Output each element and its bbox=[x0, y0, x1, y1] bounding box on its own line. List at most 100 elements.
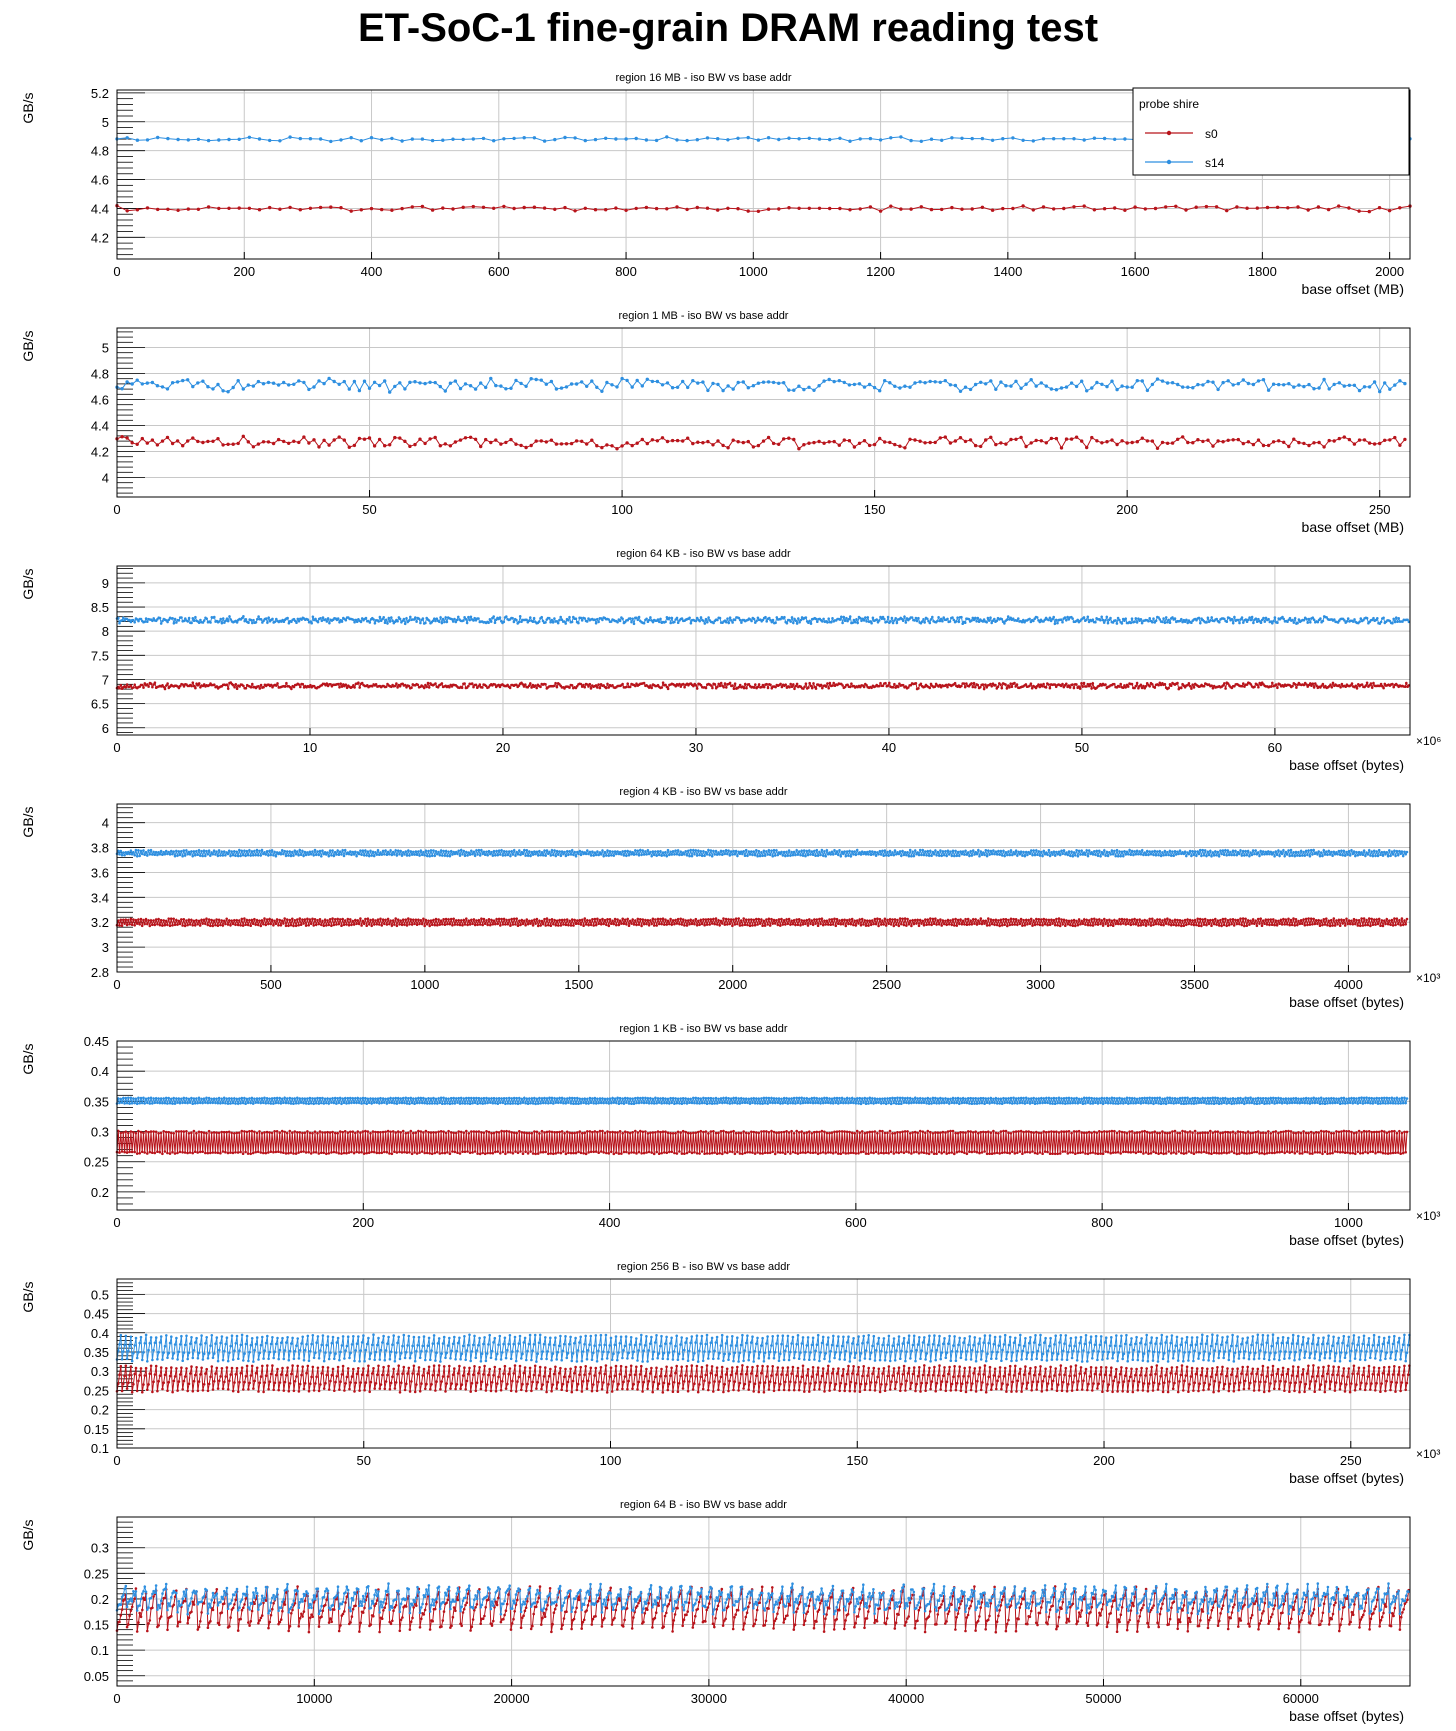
y-axis-label: GB/s bbox=[20, 92, 36, 123]
x-tick-label: 3500 bbox=[1180, 977, 1209, 992]
series-points-s14 bbox=[115, 848, 1409, 858]
x-tick-label: 600 bbox=[845, 1215, 867, 1230]
y-tick-label: 4 bbox=[102, 471, 109, 486]
y-tick-label: 6.5 bbox=[91, 697, 109, 712]
y-tick-label: 4.2 bbox=[91, 445, 109, 460]
y-tick-label: 0.2 bbox=[91, 1403, 109, 1418]
x-tick-label: 1000 bbox=[410, 977, 439, 992]
x-tick-label: 100 bbox=[611, 502, 633, 517]
y-tick-label: 4.8 bbox=[91, 367, 109, 382]
plot-frame bbox=[116, 803, 1411, 973]
y-tick-label: 5 bbox=[102, 341, 109, 356]
y-axis-label: GB/s bbox=[20, 330, 36, 361]
x-tick-label: 20000 bbox=[494, 1691, 530, 1706]
y-tick-label: 0.1 bbox=[91, 1441, 109, 1456]
series-line-s14 bbox=[116, 848, 1408, 859]
y-tick-label: 7.5 bbox=[91, 648, 109, 663]
y-tick-label: 0.4 bbox=[91, 1064, 109, 1079]
y-tick-label: 0.1 bbox=[91, 1643, 109, 1658]
series-points-s14 bbox=[115, 1096, 1409, 1106]
y-tick-label: 5 bbox=[102, 115, 109, 130]
y-tick-label: 3.4 bbox=[91, 890, 109, 905]
x-tick-label: 30 bbox=[689, 740, 703, 755]
x-tick-label: 200 bbox=[1116, 502, 1138, 517]
x-axis-exponent: ×10³ bbox=[1416, 971, 1440, 985]
x-axis-label: base offset (MB) bbox=[1302, 519, 1404, 535]
y-tick-label: 3.2 bbox=[91, 915, 109, 930]
x-tick-label: 200 bbox=[1093, 1453, 1115, 1468]
y-tick-label: 0.35 bbox=[84, 1345, 109, 1360]
y-tick-label: 0.2 bbox=[91, 1185, 109, 1200]
y-tick-label: 0.05 bbox=[84, 1669, 109, 1684]
x-tick-label: 60000 bbox=[1283, 1691, 1319, 1706]
x-axis-label: base offset (bytes) bbox=[1289, 994, 1404, 1010]
chart-title: region 64 B - iso BW vs base addr bbox=[620, 1499, 787, 1511]
chart-title: region 64 KB - iso BW vs base addr bbox=[616, 548, 791, 560]
series-points-s0 bbox=[115, 1585, 1411, 1634]
series-line-s14 bbox=[116, 377, 1406, 394]
x-tick-label: 0 bbox=[113, 1215, 120, 1230]
plot-frame bbox=[116, 1516, 1411, 1687]
y-tick-label: 9 bbox=[102, 576, 109, 591]
chart-title: region 16 MB - iso BW vs base addr bbox=[615, 72, 791, 84]
y-tick-label: 0.15 bbox=[84, 1422, 109, 1437]
y-tick-label: 4.4 bbox=[91, 201, 109, 216]
y-tick-label: 0.2 bbox=[91, 1592, 109, 1607]
x-tick-label: 4000 bbox=[1334, 977, 1363, 992]
chart-panel-5: region 256 B - iso BW vs base addr 0.1 0.1… bbox=[20, 1261, 1440, 1486]
x-tick-label: 200 bbox=[233, 264, 255, 279]
plot-frame bbox=[116, 565, 1411, 736]
legend-box bbox=[1132, 87, 1410, 176]
x-tick-label: 800 bbox=[615, 264, 637, 279]
x-tick-label: 50 bbox=[362, 502, 376, 517]
y-tick-label: 8.5 bbox=[91, 600, 109, 615]
y-tick-label: 0.35 bbox=[84, 1094, 109, 1109]
y-tick-label: 0.45 bbox=[84, 1034, 109, 1049]
y-tick-label: 0.5 bbox=[91, 1287, 109, 1302]
chart-panel-2: region 64 KB - iso BW vs base addr 6 6.5 7 7… bbox=[20, 548, 1441, 773]
x-tick-label: 40000 bbox=[888, 1691, 924, 1706]
legend-label-s14: s14 bbox=[1205, 156, 1225, 170]
x-axis-label: base offset (bytes) bbox=[1289, 1232, 1404, 1248]
chart-title: region 4 KB - iso BW vs base addr bbox=[619, 786, 787, 798]
chart-title: region 256 B - iso BW vs base addr bbox=[617, 1261, 790, 1273]
x-tick-label: 400 bbox=[599, 1215, 621, 1230]
x-axis-label: base offset (MB) bbox=[1302, 281, 1404, 297]
y-axis-label: GB/s bbox=[20, 568, 36, 599]
y-axis-label: GB/s bbox=[20, 1043, 36, 1074]
x-tick-label: 10 bbox=[303, 740, 317, 755]
page-title: ET-SoC-1 fine-grain DRAM reading test bbox=[357, 6, 1099, 50]
x-tick-label: 50000 bbox=[1085, 1691, 1121, 1706]
x-tick-label: 150 bbox=[846, 1453, 868, 1468]
x-tick-label: 0 bbox=[113, 977, 120, 992]
series-line-s0 bbox=[116, 917, 1408, 928]
chart-panel-3: region 4 KB - iso BW vs base addr 2.8 3 3.2… bbox=[20, 786, 1440, 1010]
y-tick-label: 4.8 bbox=[91, 144, 109, 159]
y-tick-label: 3.8 bbox=[91, 841, 109, 856]
chart-panel-0: region 16 MB - iso BW vs base addr 4.2 4.4… bbox=[20, 72, 1412, 297]
y-tick-label: 0.3 bbox=[91, 1125, 109, 1140]
x-tick-label: 20 bbox=[496, 740, 510, 755]
y-tick-label: 8 bbox=[102, 624, 109, 639]
y-tick-label: 6 bbox=[102, 721, 109, 736]
x-tick-label: 2000 bbox=[1375, 264, 1404, 279]
series-line-s0 bbox=[116, 205, 1411, 213]
x-tick-label: 10000 bbox=[296, 1691, 332, 1706]
series-points-s14 bbox=[115, 1333, 1411, 1363]
chart-panel-6: region 64 B - iso BW vs base addr 0.05 0.1… bbox=[20, 1499, 1411, 1724]
x-tick-label: 0 bbox=[113, 502, 120, 517]
x-tick-label: 50 bbox=[1075, 740, 1089, 755]
x-axis-exponent: ×10³ bbox=[1416, 1209, 1440, 1223]
series-points-s14 bbox=[115, 1582, 1411, 1616]
x-axis-label: base offset (bytes) bbox=[1289, 1470, 1404, 1486]
y-tick-label: 3.6 bbox=[91, 865, 109, 880]
x-tick-label: 100 bbox=[600, 1453, 622, 1468]
x-axis-exponent: ×10⁶ bbox=[1416, 734, 1441, 748]
series-points-s0 bbox=[115, 1129, 1409, 1156]
x-tick-label: 0 bbox=[113, 1453, 120, 1468]
chart-title: region 1 MB - iso BW vs base addr bbox=[619, 310, 789, 322]
x-tick-label: 500 bbox=[260, 977, 282, 992]
series-points-s14 bbox=[115, 614, 1411, 626]
x-tick-label: 800 bbox=[1091, 1215, 1113, 1230]
legend-label-s0: s0 bbox=[1205, 127, 1218, 141]
